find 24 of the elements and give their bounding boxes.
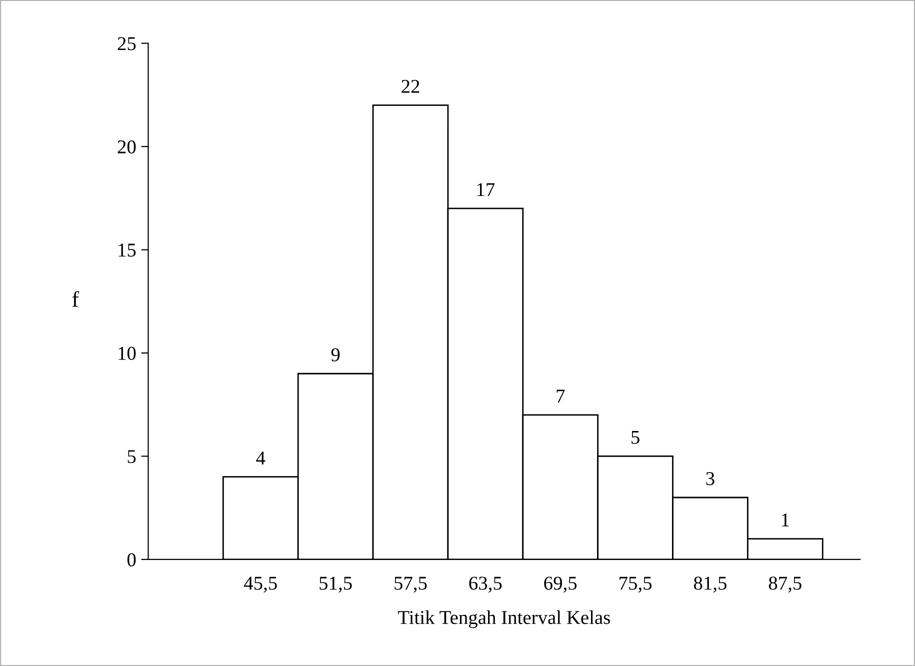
y-tick-label: 10 <box>118 346 136 360</box>
y-tick-label: 15 <box>118 244 136 257</box>
x-tick-label: 51,5 <box>320 576 352 593</box>
y-tick-label: 5 <box>128 450 136 464</box>
data-label: 17 <box>477 183 495 196</box>
data-label: 7 <box>556 390 565 402</box>
data-label: 4 <box>256 452 266 464</box>
x-tick-label: 63,5 <box>469 576 502 593</box>
x-tick-label: 45,5 <box>244 576 277 593</box>
y-tick-label: 0 <box>127 553 136 566</box>
x-axis-title: Titik Tengah Interval Kelas <box>398 610 610 628</box>
y-tick-label: 25 <box>118 37 136 50</box>
x-tick-label: 75,5 <box>620 576 652 593</box>
data-label: 5 <box>632 431 640 444</box>
x-tick-label: 69,5 <box>544 576 577 593</box>
x-tick-label: 87,5 <box>768 576 802 593</box>
x-tick-label: 81,5 <box>694 576 726 593</box>
y-axis-title: f <box>72 291 80 307</box>
data-label: 3 <box>706 472 714 486</box>
data-label: 9 <box>331 348 340 362</box>
data-label: 1 <box>782 513 789 526</box>
x-tick-label: 57,5 <box>394 576 427 593</box>
y-tick-label: 20 <box>118 140 136 154</box>
data-label: 22 <box>402 80 420 93</box>
